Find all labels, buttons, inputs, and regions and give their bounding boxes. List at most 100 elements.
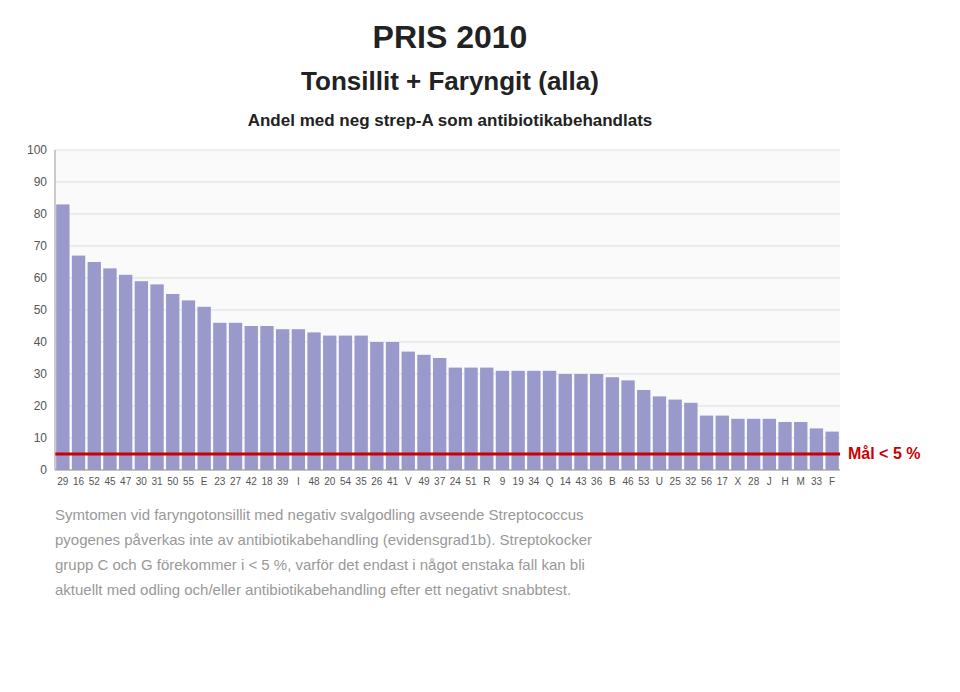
x-tick-label: 49 bbox=[418, 476, 430, 487]
bar bbox=[323, 336, 336, 470]
bar bbox=[810, 428, 823, 470]
grid bbox=[55, 150, 840, 470]
x-tick-label: 33 bbox=[811, 476, 823, 487]
x-axis-line bbox=[55, 470, 840, 471]
y-axis: 0102030405060708090100 bbox=[27, 143, 47, 477]
bar bbox=[747, 419, 760, 470]
grid-line bbox=[55, 182, 840, 183]
x-tick-label: B bbox=[609, 476, 616, 487]
grid-line bbox=[55, 278, 840, 279]
bar bbox=[668, 400, 681, 470]
bar bbox=[778, 422, 791, 470]
bar bbox=[763, 419, 776, 470]
bar bbox=[590, 374, 603, 470]
x-tick-label: 14 bbox=[560, 476, 572, 487]
grid-line bbox=[55, 150, 840, 151]
title: PRIS 2010 bbox=[373, 19, 528, 55]
x-tick-label: 39 bbox=[277, 476, 289, 487]
x-tick-label: 37 bbox=[434, 476, 446, 487]
bar bbox=[245, 326, 258, 470]
x-tick-label: 18 bbox=[261, 476, 273, 487]
bar bbox=[700, 416, 713, 470]
footnote: Symtomen vid faryngotonsillit med negati… bbox=[55, 506, 584, 523]
x-tick-label: R bbox=[483, 476, 490, 487]
x-tick-label: 35 bbox=[356, 476, 368, 487]
x-tick-label: 28 bbox=[748, 476, 760, 487]
x-tick-label: E bbox=[201, 476, 208, 487]
bar bbox=[197, 307, 210, 470]
x-tick-label: F bbox=[829, 476, 835, 487]
bars bbox=[56, 204, 839, 470]
bar bbox=[229, 323, 242, 470]
grid-line bbox=[55, 470, 840, 471]
y-tick-label: 70 bbox=[34, 239, 48, 253]
bar bbox=[72, 256, 85, 470]
bar bbox=[386, 342, 399, 470]
bar bbox=[166, 294, 179, 470]
subtitle: Andel med neg strep-A som antibiotikabeh… bbox=[248, 111, 653, 130]
reference-line bbox=[55, 453, 840, 456]
x-tick-label: 27 bbox=[230, 476, 242, 487]
bar bbox=[637, 390, 650, 470]
bar bbox=[103, 268, 116, 470]
x-tick-label: 31 bbox=[151, 476, 163, 487]
bar bbox=[731, 419, 744, 470]
reference-label: Mål < 5 % bbox=[848, 445, 920, 462]
x-tick-label: 41 bbox=[387, 476, 399, 487]
x-tick-label: 34 bbox=[528, 476, 540, 487]
y-tick-label: 30 bbox=[34, 367, 48, 381]
y-tick-label: 100 bbox=[27, 143, 47, 157]
y-tick-label: 80 bbox=[34, 207, 48, 221]
x-tick-label: 52 bbox=[89, 476, 101, 487]
bar bbox=[354, 336, 367, 470]
x-tick-label: 54 bbox=[340, 476, 352, 487]
x-tick-label: 29 bbox=[57, 476, 69, 487]
bar bbox=[402, 352, 415, 470]
bar bbox=[825, 432, 838, 470]
y-tick-label: 50 bbox=[34, 303, 48, 317]
bar bbox=[307, 332, 320, 470]
y-tick-label: 10 bbox=[34, 431, 48, 445]
plot-background bbox=[55, 150, 840, 470]
x-tick-label: 53 bbox=[638, 476, 650, 487]
bar bbox=[119, 275, 132, 470]
bar bbox=[559, 374, 572, 470]
x-tick-label: 19 bbox=[513, 476, 525, 487]
x-tick-label: 36 bbox=[591, 476, 603, 487]
bar bbox=[621, 380, 634, 470]
x-tick-label: 9 bbox=[500, 476, 506, 487]
x-tick-label: 30 bbox=[136, 476, 148, 487]
bar bbox=[135, 281, 148, 470]
bar bbox=[339, 336, 352, 470]
bar bbox=[150, 284, 163, 470]
x-tick-label: 50 bbox=[167, 476, 179, 487]
x-tick-label: X bbox=[735, 476, 742, 487]
x-tick-label: H bbox=[781, 476, 788, 487]
x-tick-label: 46 bbox=[622, 476, 634, 487]
y-tick-label: 20 bbox=[34, 399, 48, 413]
bar bbox=[794, 422, 807, 470]
grid-line bbox=[55, 214, 840, 215]
bar bbox=[574, 374, 587, 470]
x-tick-label: 24 bbox=[450, 476, 462, 487]
footnote: aktuellt med odling och/eller antibiotik… bbox=[55, 581, 571, 598]
x-tick-label: I bbox=[297, 476, 300, 487]
grid-line bbox=[55, 246, 840, 247]
x-tick-label: 16 bbox=[73, 476, 85, 487]
x-tick-label: 32 bbox=[685, 476, 697, 487]
x-tick-label: 26 bbox=[371, 476, 383, 487]
x-tick-label: 20 bbox=[324, 476, 336, 487]
x-tick-label: 51 bbox=[465, 476, 477, 487]
x-tick-label: 55 bbox=[183, 476, 195, 487]
x-tick-label: 17 bbox=[717, 476, 729, 487]
x-tick-label: 45 bbox=[104, 476, 116, 487]
x-tick-label: 47 bbox=[120, 476, 132, 487]
footnote: pyogenes påverkas inte av antibiotikabeh… bbox=[55, 531, 592, 548]
y-tick-label: 90 bbox=[34, 175, 48, 189]
x-tick-label: J bbox=[767, 476, 772, 487]
x-tick-label: U bbox=[656, 476, 663, 487]
bar bbox=[182, 300, 195, 470]
x-tick-label: V bbox=[405, 476, 412, 487]
x-tick-label: 56 bbox=[701, 476, 713, 487]
bar bbox=[292, 329, 305, 470]
